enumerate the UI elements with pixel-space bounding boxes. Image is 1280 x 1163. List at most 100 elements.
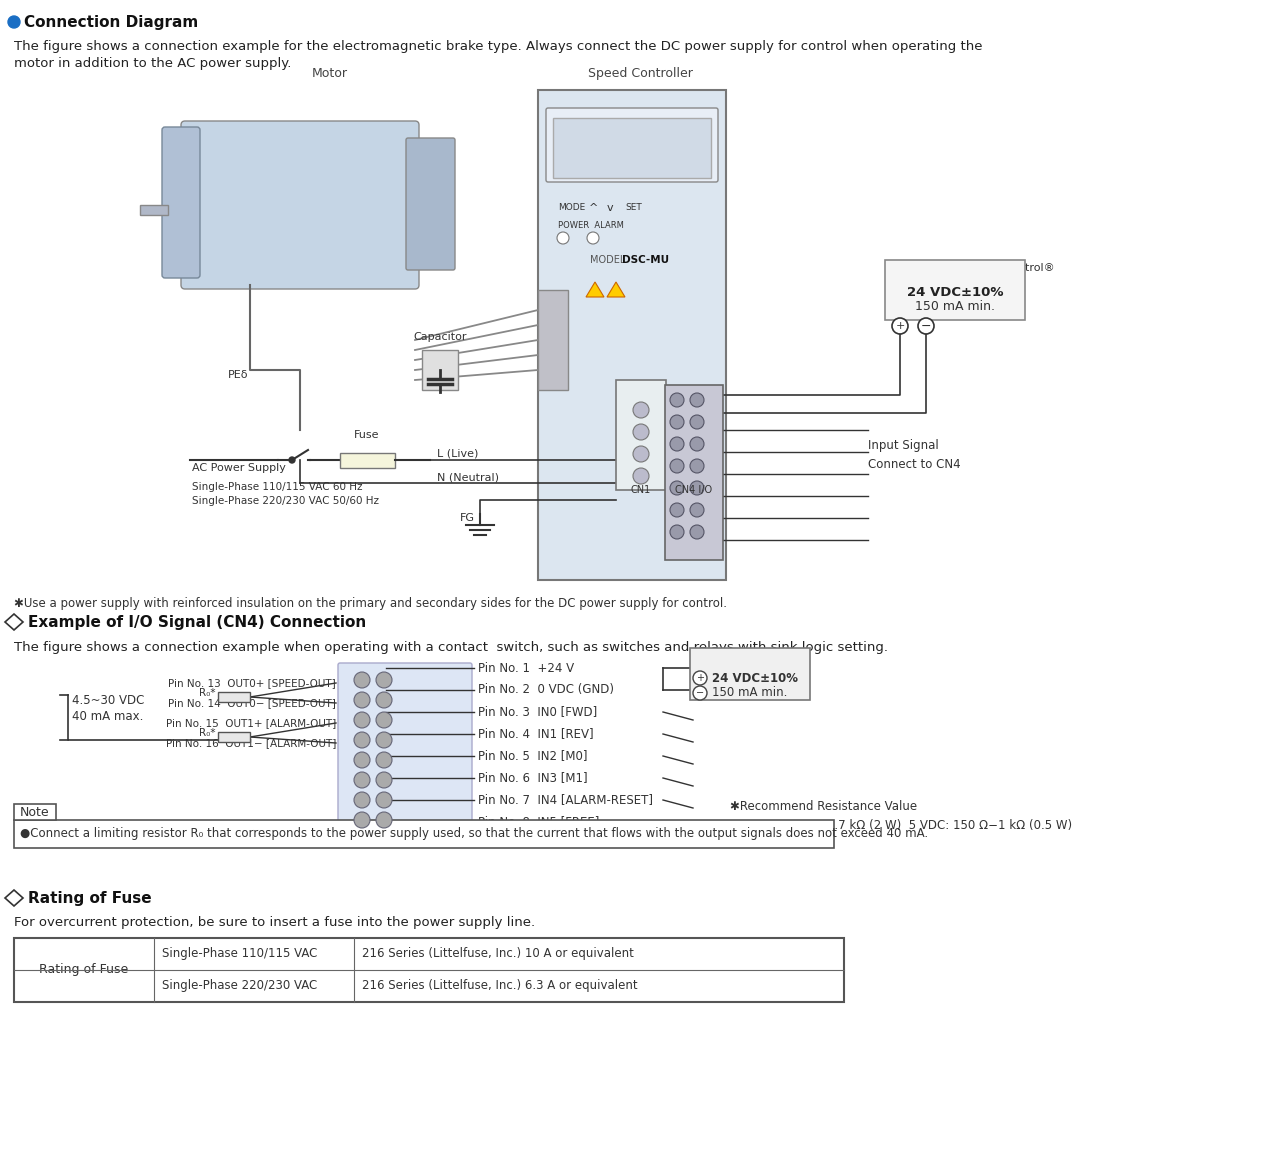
Circle shape — [376, 672, 392, 688]
Bar — [553, 117, 710, 178]
Text: Pin No. 4  IN1 [REV]: Pin No. 4 IN1 [REV] — [477, 728, 594, 741]
Text: R₀*: R₀* — [198, 688, 215, 698]
Bar — [218, 732, 250, 742]
Bar — [884, 261, 1025, 320]
Text: Speed Controller: Speed Controller — [588, 67, 692, 80]
Bar — [218, 692, 250, 702]
Text: +: + — [696, 673, 704, 683]
Circle shape — [669, 481, 684, 495]
Text: Pin No. 14  OUT0− [SPEED-OUT]: Pin No. 14 OUT0− [SPEED-OUT] — [168, 698, 335, 708]
Text: Single-Phase 110/115 VAC 60 Hz: Single-Phase 110/115 VAC 60 Hz — [192, 481, 362, 492]
Text: Single-Phase 220/230 VAC 50/60 Hz: Single-Phase 220/230 VAC 50/60 Hz — [192, 495, 379, 506]
Text: Connection Diagram: Connection Diagram — [24, 14, 198, 29]
Bar — [538, 90, 726, 580]
Bar — [422, 350, 458, 390]
Circle shape — [376, 772, 392, 789]
Circle shape — [376, 792, 392, 808]
Circle shape — [669, 525, 684, 538]
Circle shape — [289, 457, 294, 463]
Bar — [14, 820, 835, 848]
Circle shape — [376, 752, 392, 768]
Circle shape — [692, 686, 707, 700]
Circle shape — [355, 712, 370, 728]
Text: N (Neutral): N (Neutral) — [436, 472, 499, 481]
Circle shape — [634, 468, 649, 484]
Circle shape — [690, 459, 704, 473]
Text: 24 VDC±10%: 24 VDC±10% — [906, 285, 1004, 299]
Text: 4.5~30 VDC: 4.5~30 VDC — [72, 693, 145, 706]
Text: Pin No. 8  IN5 [FREE]: Pin No. 8 IN5 [FREE] — [477, 815, 599, 828]
Circle shape — [669, 504, 684, 518]
Text: 216 Series (Littelfuse, Inc.) 10 A or equivalent: 216 Series (Littelfuse, Inc.) 10 A or eq… — [362, 948, 634, 961]
Text: PEδ: PEδ — [228, 370, 248, 380]
Circle shape — [355, 772, 370, 789]
Bar — [340, 454, 396, 468]
FancyBboxPatch shape — [406, 138, 454, 270]
Circle shape — [669, 393, 684, 407]
Text: R₀*: R₀* — [198, 728, 215, 739]
Circle shape — [690, 415, 704, 429]
Circle shape — [355, 732, 370, 748]
Text: CN1: CN1 — [631, 485, 652, 495]
Text: CN4 I/O: CN4 I/O — [676, 485, 713, 495]
Text: Rating of Fuse: Rating of Fuse — [40, 963, 128, 977]
Polygon shape — [5, 890, 23, 906]
Text: 40 mA max.: 40 mA max. — [72, 709, 143, 722]
Text: ✱Recommend Resistance Value
24 VDC: 680 Ω−4.7 kΩ (2 W)  5 VDC: 150 Ω−1 kΩ (0.5 W: ✱Recommend Resistance Value 24 VDC: 680 … — [730, 800, 1073, 832]
Circle shape — [892, 317, 908, 334]
Circle shape — [355, 792, 370, 808]
Text: 150 mA min.: 150 mA min. — [712, 686, 787, 699]
Text: Pin No. 13  OUT0+ [SPEED-OUT]: Pin No. 13 OUT0+ [SPEED-OUT] — [168, 678, 335, 688]
Circle shape — [690, 393, 704, 407]
Text: ✱Use a power supply with reinforced insulation on the primary and secondary side: ✱Use a power supply with reinforced insu… — [14, 597, 727, 611]
Bar — [616, 380, 666, 490]
Text: AC Power Supply: AC Power Supply — [192, 463, 285, 473]
Text: Capacitor: Capacitor — [413, 331, 467, 342]
Text: MODE: MODE — [558, 204, 585, 213]
Text: Orientalmotor: Orientalmotor — [585, 135, 678, 148]
Text: +: + — [895, 321, 905, 331]
Text: Fuse: Fuse — [355, 430, 380, 440]
FancyBboxPatch shape — [338, 663, 472, 842]
Circle shape — [690, 437, 704, 451]
Text: The figure shows a connection example for the electromagnetic brake type. Always: The figure shows a connection example fo… — [14, 40, 983, 53]
Text: ●Connect a limiting resistor R₀ that corresponds to the power supply used, so th: ●Connect a limiting resistor R₀ that cor… — [20, 828, 928, 841]
Circle shape — [376, 732, 392, 748]
Bar — [690, 648, 810, 700]
Text: motor in addition to the AC power supply.: motor in addition to the AC power supply… — [14, 57, 292, 70]
Circle shape — [8, 16, 20, 28]
Circle shape — [355, 672, 370, 688]
Text: Input Signal
Connect to CN4: Input Signal Connect to CN4 — [868, 438, 960, 471]
Bar — [140, 205, 168, 215]
Polygon shape — [5, 614, 23, 630]
Circle shape — [376, 712, 392, 728]
Bar — [538, 290, 568, 390]
Text: Rating of Fuse: Rating of Fuse — [28, 891, 151, 906]
Circle shape — [588, 231, 599, 244]
Polygon shape — [607, 281, 625, 297]
Circle shape — [557, 231, 570, 244]
Text: DSC-MU: DSC-MU — [622, 255, 669, 265]
Text: FG: FG — [460, 513, 475, 523]
Text: −: − — [696, 688, 704, 698]
Bar — [14, 939, 844, 1003]
Text: Single-Phase 220/230 VAC: Single-Phase 220/230 VAC — [163, 979, 317, 992]
Bar — [666, 385, 723, 561]
Text: 216 Series (Littelfuse, Inc.) 6.3 A or equivalent: 216 Series (Littelfuse, Inc.) 6.3 A or e… — [362, 979, 637, 992]
Circle shape — [690, 525, 704, 538]
Text: −: − — [920, 320, 932, 333]
Polygon shape — [586, 281, 604, 297]
Text: Pin No. 16  OUT1− [ALARM-OUT]: Pin No. 16 OUT1− [ALARM-OUT] — [165, 739, 335, 748]
Text: Pin No. 2  0 VDC (GND): Pin No. 2 0 VDC (GND) — [477, 684, 614, 697]
Text: Pin No. 7  IN4 [ALARM-RESET]: Pin No. 7 IN4 [ALARM-RESET] — [477, 793, 653, 806]
Text: 150 mA min.: 150 mA min. — [915, 300, 995, 314]
Text: Single-Phase 110/115 VAC: Single-Phase 110/115 VAC — [163, 948, 317, 961]
Circle shape — [634, 402, 649, 418]
Text: Motor: Motor — [312, 67, 348, 80]
Bar — [14, 804, 56, 820]
Circle shape — [634, 424, 649, 440]
Circle shape — [669, 459, 684, 473]
Text: For overcurrent protection, be sure to insert a fuse into the power supply line.: For overcurrent protection, be sure to i… — [14, 916, 535, 929]
Circle shape — [669, 415, 684, 429]
Text: SET: SET — [625, 204, 641, 213]
